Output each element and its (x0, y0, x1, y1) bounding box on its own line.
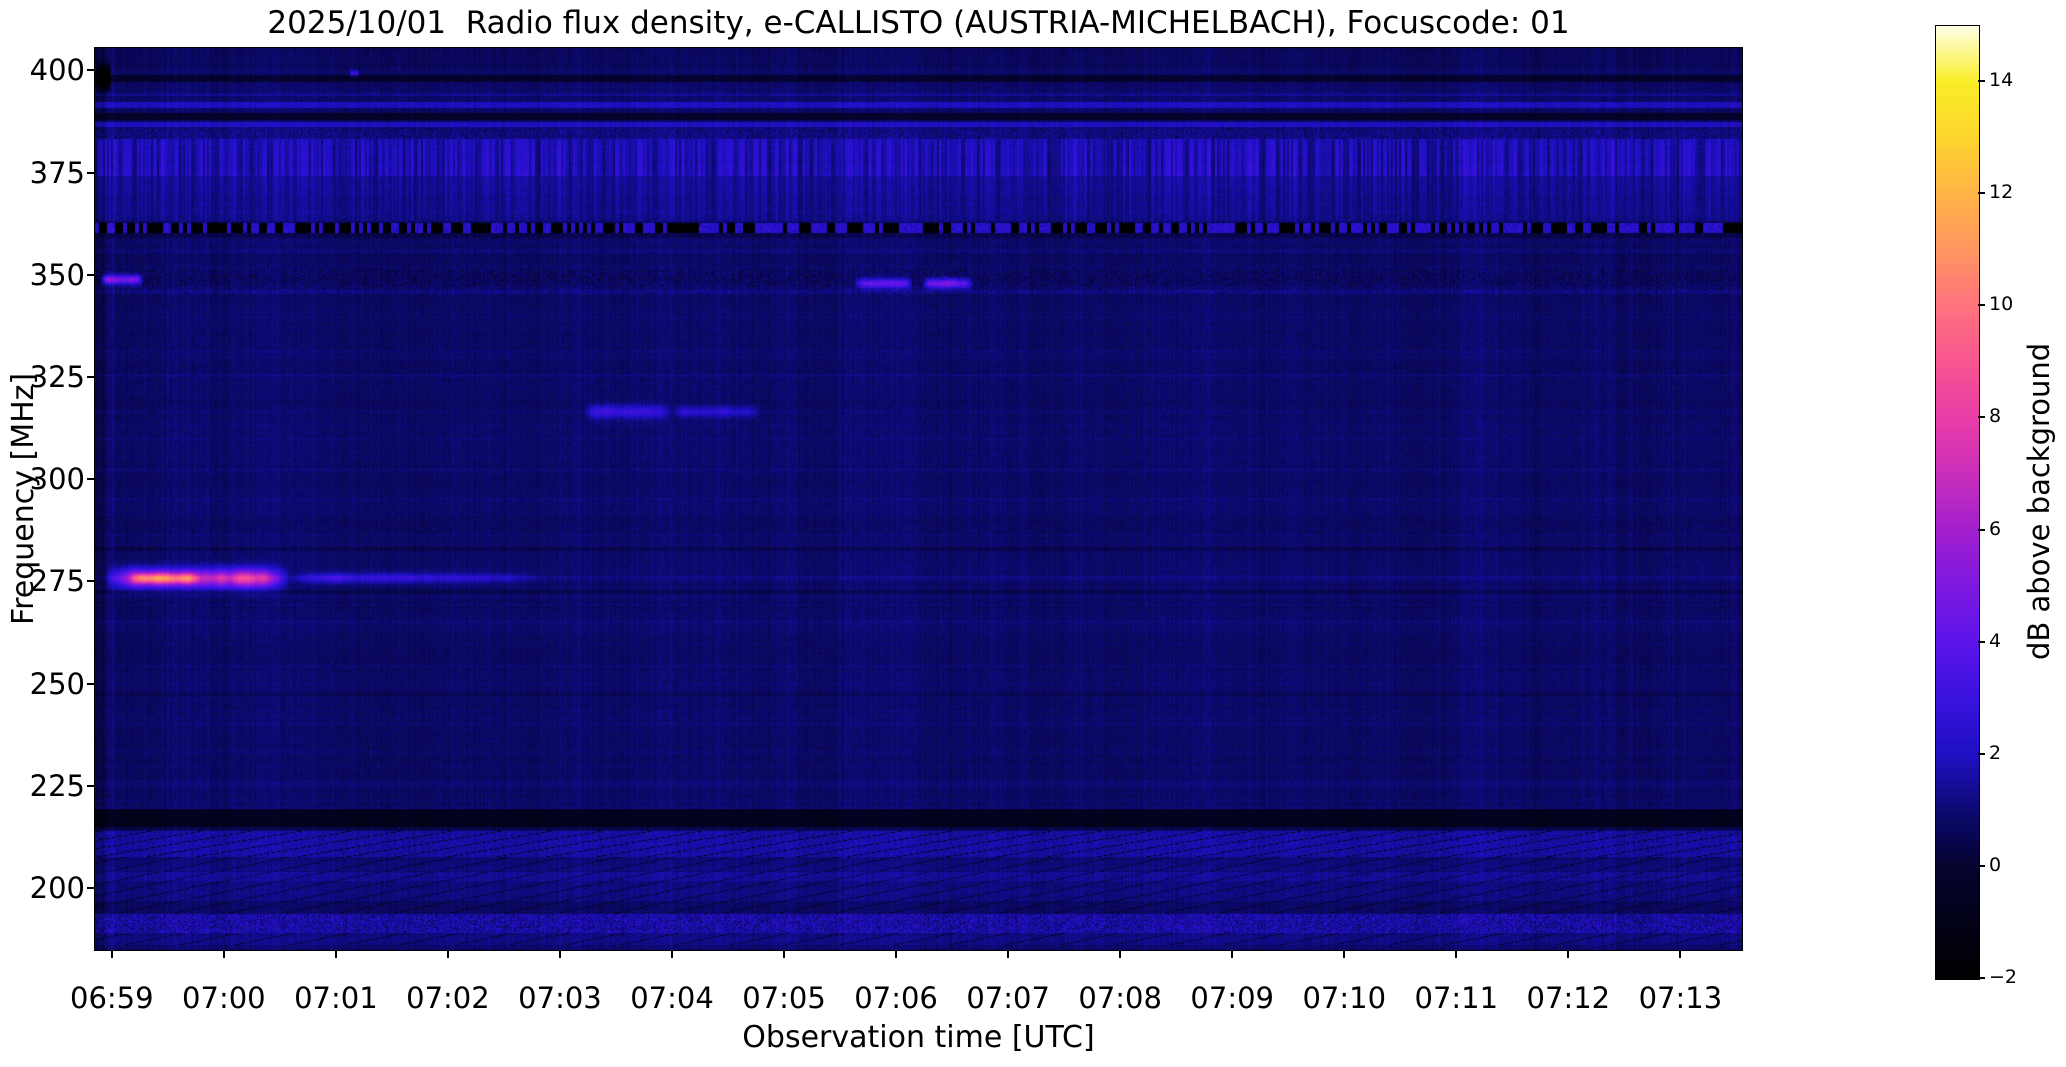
x-tick-label: 07:01 (294, 981, 378, 1015)
colorbar (1935, 25, 1980, 980)
x-tick-mark (1007, 951, 1010, 958)
x-tick-label: 07:09 (1190, 981, 1274, 1015)
colorbar-tick-label: −2 (1989, 966, 2018, 988)
x-tick-mark (1455, 951, 1458, 958)
y-tick-mark (87, 886, 94, 889)
colorbar-tick-label: 10 (1989, 293, 2014, 316)
x-tick-mark (222, 951, 225, 958)
y-tick-mark (87, 682, 94, 685)
colorbar-tick-mark (1978, 80, 1985, 83)
x-tick-label: 07:06 (854, 981, 938, 1015)
y-tick-label: 325 (29, 360, 85, 394)
y-tick-label: 225 (29, 768, 85, 803)
y-tick-label: 275 (29, 564, 85, 599)
plot-area (94, 47, 1743, 951)
colorbar-tick-label: 0 (1989, 853, 2002, 876)
y-tick-mark (87, 376, 94, 378)
colorbar-tick-label: 8 (1989, 405, 2002, 428)
x-tick-mark (110, 951, 113, 958)
colorbar-tick-mark (1978, 192, 1985, 195)
colorbar-tick-mark (1978, 528, 1985, 531)
x-tick-mark (1679, 951, 1682, 958)
x-tick-label: 07:04 (630, 981, 714, 1015)
x-tick-label: 07:10 (1302, 981, 1387, 1015)
x-tick-mark (1231, 951, 1234, 958)
x-tick-label: 07:08 (1078, 981, 1162, 1015)
colorbar-tick-mark (1978, 977, 1985, 979)
spectrogram-canvas (95, 48, 1742, 950)
colorbar-tick-label: 2 (1989, 741, 2002, 764)
x-tick-mark (1343, 951, 1346, 958)
y-tick-label: 300 (29, 462, 85, 497)
x-tick-label: 06:59 (70, 981, 154, 1015)
colorbar-tick-mark (1978, 416, 1985, 419)
colorbar-tick-label: 12 (1989, 181, 2014, 204)
x-tick-label: 07:07 (966, 981, 1050, 1015)
y-tick-mark (87, 273, 94, 276)
y-tick-mark (87, 784, 94, 787)
y-tick-mark (87, 478, 94, 481)
colorbar-tick-mark (1978, 864, 1985, 867)
y-tick-label: 375 (29, 155, 85, 190)
colorbar-tick-mark (1978, 752, 1985, 755)
colorbar-label: dB above background (2022, 342, 2056, 661)
y-tick-label: 250 (29, 666, 85, 701)
x-axis-label: Observation time [UTC] (742, 1020, 1095, 1055)
colorbar-tick-label: 14 (1989, 69, 2014, 92)
y-tick-mark (87, 69, 94, 72)
colorbar-tick-label: 4 (1989, 629, 2002, 652)
x-tick-label: 07:03 (518, 981, 602, 1015)
x-tick-label: 07:12 (1526, 981, 1611, 1015)
y-tick-mark (87, 171, 94, 174)
x-tick-mark (783, 951, 786, 958)
x-tick-label: 07:00 (182, 981, 266, 1015)
x-tick-mark (1567, 951, 1570, 958)
colorbar-tick-mark (1978, 640, 1985, 643)
colorbar-canvas (1936, 26, 1979, 979)
x-tick-mark (558, 951, 561, 958)
x-tick-label: 07:02 (406, 981, 490, 1015)
y-tick-label: 350 (29, 257, 85, 292)
x-tick-mark (895, 951, 898, 958)
x-tick-mark (1119, 951, 1122, 958)
chart-title: 2025/10/01 Radio flux density, e-CALLIST… (267, 5, 1570, 41)
x-tick-label: 07:05 (742, 981, 826, 1015)
x-tick-mark (334, 951, 337, 958)
x-tick-label: 07:13 (1638, 981, 1723, 1015)
x-tick-label: 07:11 (1414, 981, 1499, 1015)
y-tick-label: 200 (29, 870, 85, 905)
y-tick-label: 400 (29, 53, 85, 88)
x-tick-mark (446, 951, 449, 958)
colorbar-tick-mark (1978, 304, 1985, 307)
x-tick-mark (671, 951, 673, 958)
colorbar-tick-label: 6 (1989, 517, 2002, 540)
y-tick-mark (87, 580, 94, 583)
